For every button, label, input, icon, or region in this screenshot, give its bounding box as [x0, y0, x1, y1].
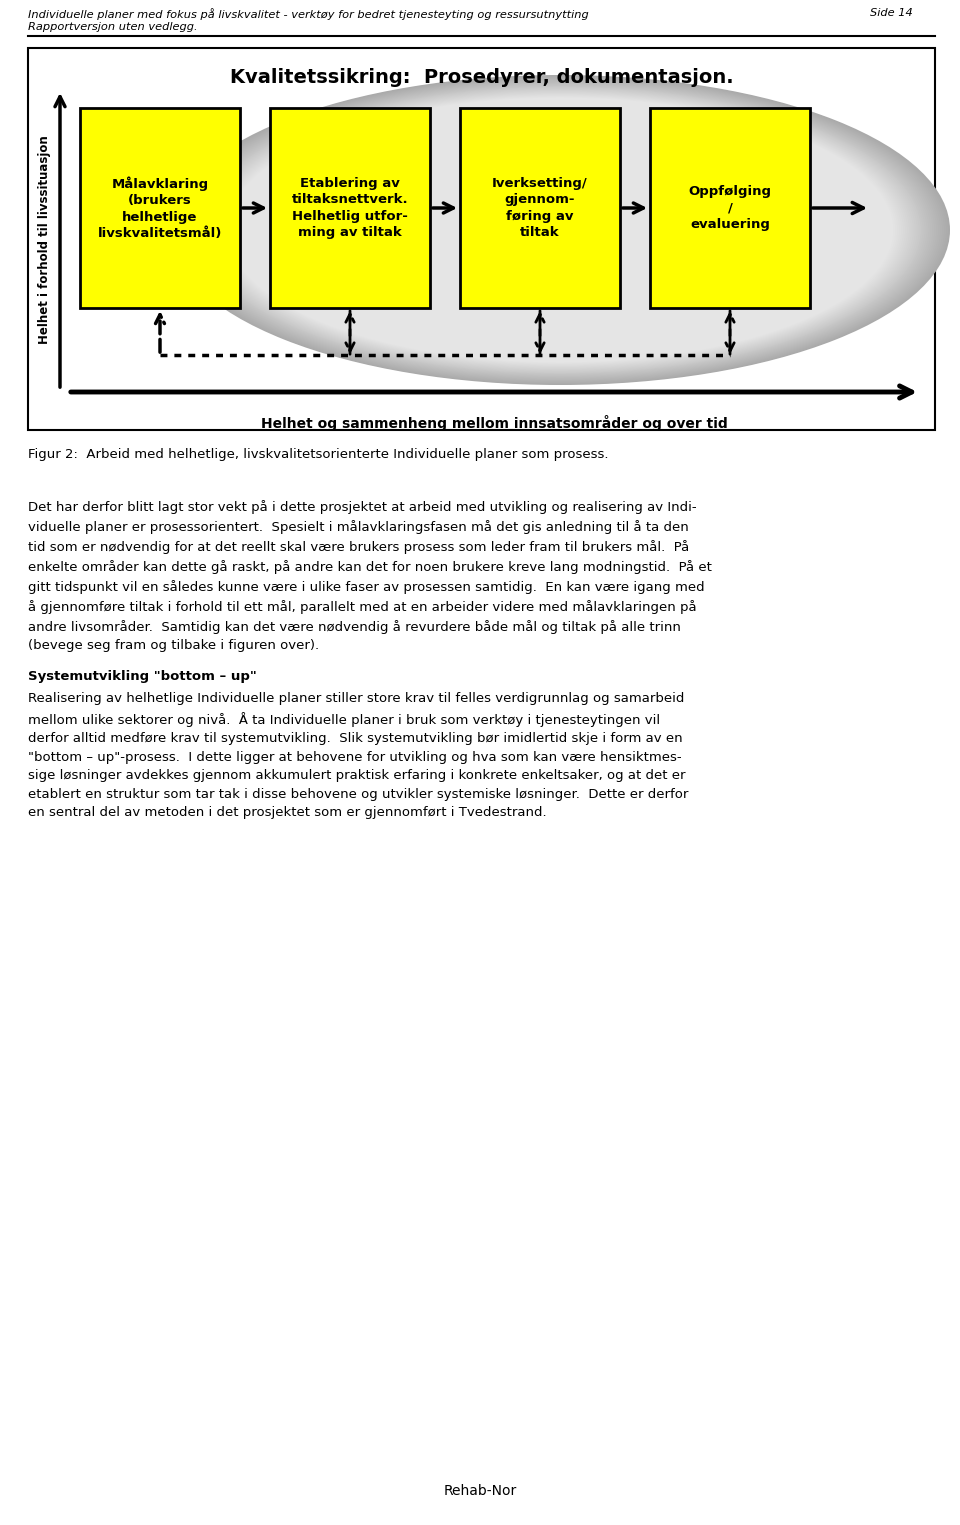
Ellipse shape	[204, 88, 917, 372]
Ellipse shape	[198, 85, 923, 374]
Ellipse shape	[209, 90, 911, 369]
Text: Rehab-Nor: Rehab-Nor	[444, 1484, 516, 1498]
Ellipse shape	[170, 75, 950, 384]
Ellipse shape	[211, 92, 909, 369]
Text: Kvalitetssikring:  Prosedyrer, dokumentasjon.: Kvalitetssikring: Prosedyrer, dokumentas…	[229, 69, 733, 87]
Text: Helhet og sammenheng mellom innsatsområder og over tid: Helhet og sammenheng mellom innsatsområd…	[260, 415, 728, 432]
Text: Helhet i forhold til livssituasjon: Helhet i forhold til livssituasjon	[38, 136, 52, 345]
Ellipse shape	[187, 82, 932, 378]
Ellipse shape	[202, 87, 919, 372]
Ellipse shape	[176, 78, 944, 383]
Ellipse shape	[213, 92, 907, 368]
Ellipse shape	[223, 96, 898, 364]
Text: Figur 2:  Arbeid med helhetlige, livskvalitetsorienterte Individuelle planer som: Figur 2: Arbeid med helhetlige, livskval…	[28, 448, 609, 461]
Text: Oppfølging
/
evaluering: Oppfølging / evaluering	[688, 185, 772, 230]
Text: Etablering av
tiltaksnettverk.
Helhetlig utfor-
ming av tiltak: Etablering av tiltaksnettverk. Helhetlig…	[292, 177, 408, 239]
Text: Side 14: Side 14	[870, 8, 913, 18]
Text: Individuelle planer med fokus på livskvalitet - verktøy for bedret tjenesteyting: Individuelle planer med fokus på livskva…	[28, 8, 588, 20]
Ellipse shape	[172, 76, 948, 384]
Bar	[650, 108, 810, 308]
Text: Realisering av helhetlige Individuelle planer stiller store krav til felles verd: Realisering av helhetlige Individuelle p…	[28, 692, 688, 819]
Ellipse shape	[207, 90, 913, 371]
Ellipse shape	[174, 76, 947, 383]
Ellipse shape	[227, 98, 894, 363]
Bar	[460, 108, 620, 308]
Ellipse shape	[200, 87, 921, 374]
Ellipse shape	[185, 81, 934, 378]
Ellipse shape	[205, 88, 915, 371]
Ellipse shape	[178, 78, 942, 381]
Text: Det har derfor blitt lagt stor vekt på i dette prosjektet at arbeid med utviklin: Det har derfor blitt lagt stor vekt på i…	[28, 500, 712, 653]
Text: Rapportversjon uten vedlegg.: Rapportversjon uten vedlegg.	[28, 21, 198, 32]
Ellipse shape	[195, 85, 924, 375]
Ellipse shape	[183, 81, 936, 380]
Ellipse shape	[219, 95, 901, 366]
Ellipse shape	[217, 93, 903, 366]
Bar	[270, 108, 430, 308]
Text: Iverksetting/
gjennom-
føring av
tiltak: Iverksetting/ gjennom- føring av tiltak	[492, 177, 588, 239]
Ellipse shape	[215, 93, 905, 368]
Ellipse shape	[225, 96, 896, 363]
Ellipse shape	[193, 84, 926, 375]
Text: Systemutvikling "bottom – up": Systemutvikling "bottom – up"	[28, 669, 256, 683]
Text: Målavklaring
(brukers
helhetlige
livskvalitetsmål): Målavklaring (brukers helhetlige livskva…	[98, 175, 222, 239]
Ellipse shape	[180, 79, 940, 381]
Ellipse shape	[181, 79, 938, 380]
Ellipse shape	[221, 95, 900, 364]
Bar	[80, 108, 240, 308]
Ellipse shape	[191, 84, 928, 377]
Bar	[28, 47, 935, 430]
Ellipse shape	[189, 82, 930, 377]
